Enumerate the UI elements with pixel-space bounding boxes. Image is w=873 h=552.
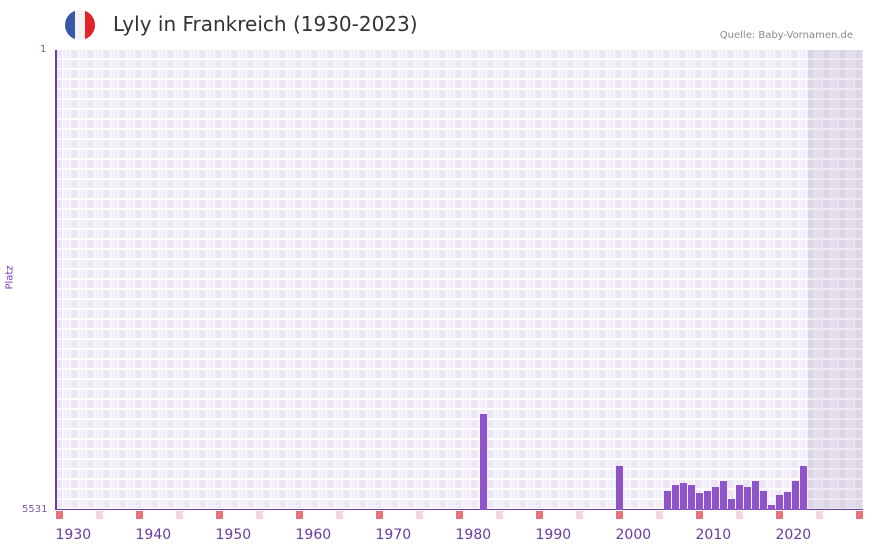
year-marker-1990 <box>535 511 543 519</box>
chart-title: Lyly in Frankreich (1930-2023) <box>113 12 418 36</box>
bar-2014[interactable] <box>727 498 735 510</box>
year-marker-2020 <box>775 511 783 519</box>
year-marker-1970 <box>375 511 383 519</box>
x-tick-label: 2000 <box>615 527 652 543</box>
y-axis-title: Platz <box>4 265 16 290</box>
bar-2012[interactable] <box>711 486 719 510</box>
year-marker-1930 <box>55 511 63 519</box>
year-marker-1960 <box>295 511 303 519</box>
year-marker-1965 <box>335 511 343 519</box>
y-tick-bottom: 5531 <box>22 504 48 515</box>
year-marker-1940 <box>135 511 143 519</box>
bar-2022[interactable] <box>791 480 799 510</box>
bar-2019[interactable] <box>767 504 775 510</box>
bar-2000[interactable] <box>615 465 623 510</box>
bar-2018[interactable] <box>759 490 767 510</box>
x-tick-label: 1990 <box>535 527 572 543</box>
bar-2015[interactable] <box>735 484 743 510</box>
x-tick-label: 1980 <box>455 527 492 543</box>
y-tick-top: 1 <box>40 44 47 55</box>
year-marker-2010 <box>695 511 703 519</box>
source-link[interactable]: Quelle: Baby-Vornamen.de <box>719 30 853 41</box>
future-region <box>807 50 863 510</box>
year-marker-2005 <box>655 511 663 519</box>
year-marker-1975 <box>415 511 423 519</box>
year-marker-2000 <box>615 511 623 519</box>
year-marker-1995 <box>575 511 583 519</box>
x-tick-label: 2020 <box>775 527 812 543</box>
bar-2008[interactable] <box>679 482 687 510</box>
x-tick-label: 1950 <box>215 527 252 543</box>
bar-2016[interactable] <box>743 486 751 510</box>
bar-2011[interactable] <box>703 490 711 510</box>
bar-2007[interactable] <box>671 484 679 510</box>
bar-2023[interactable] <box>799 465 807 510</box>
year-marker-1985 <box>495 511 503 519</box>
year-marker-2015 <box>735 511 743 519</box>
y-axis <box>55 50 57 510</box>
x-tick-label: 1960 <box>295 527 332 543</box>
bar-2010[interactable] <box>695 492 703 510</box>
bar-2009[interactable] <box>687 484 695 510</box>
year-marker-1980 <box>455 511 463 519</box>
x-axis <box>55 509 863 510</box>
bar-2021[interactable] <box>783 491 791 510</box>
x-tick-label: 2010 <box>695 527 732 543</box>
x-tick-label: 1970 <box>375 527 412 543</box>
year-marker-1945 <box>175 511 183 519</box>
bar-2017[interactable] <box>751 480 759 510</box>
france-flag-icon <box>65 10 95 40</box>
bar-1983[interactable] <box>479 414 487 510</box>
year-marker-2030 <box>855 511 863 519</box>
bar-2006[interactable] <box>663 490 671 510</box>
x-tick-label: 1940 <box>135 527 172 543</box>
year-marker-1950 <box>215 511 223 519</box>
year-marker-2025 <box>815 511 823 519</box>
plot-area <box>55 50 863 510</box>
bar-2020[interactable] <box>775 494 783 510</box>
year-marker-1935 <box>95 511 103 519</box>
bar-2013[interactable] <box>719 480 727 510</box>
x-tick-label: 1930 <box>55 527 92 543</box>
year-marker-1955 <box>255 511 263 519</box>
